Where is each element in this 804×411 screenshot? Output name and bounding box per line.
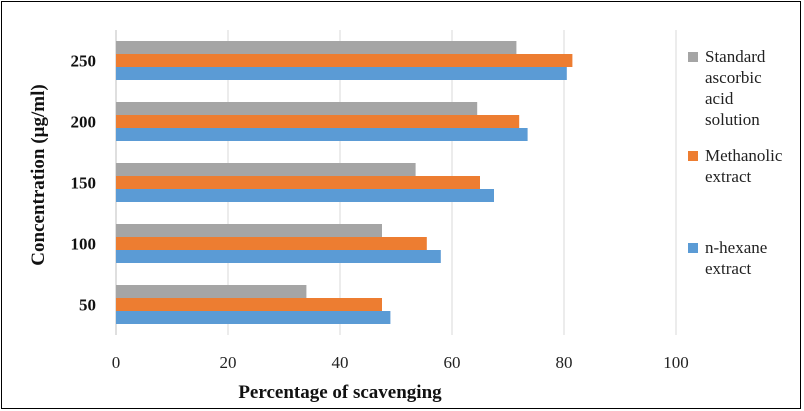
legend-swatch: [688, 151, 698, 161]
bar: [116, 237, 427, 250]
legend-label: extract: [705, 259, 752, 278]
bar: [116, 250, 441, 263]
bar: [116, 102, 478, 115]
y-tick-label: 100: [71, 235, 97, 254]
legend: Standard ascorbic acid solution Methanolic ex…: [688, 47, 783, 278]
legend-label: solution: [705, 110, 760, 129]
bar: [116, 54, 573, 67]
x-tick-label: 0: [112, 353, 121, 372]
x-tick-label: 80: [556, 353, 573, 372]
y-tick-label: 50: [79, 296, 96, 315]
y-tick-label: 200: [71, 113, 97, 132]
bars: [116, 41, 573, 324]
legend-label: Standard: [705, 47, 766, 66]
bar: [116, 189, 494, 202]
bar: [116, 163, 416, 176]
x-tick-label: 60: [444, 353, 461, 372]
legend-swatch: [688, 243, 698, 253]
legend-label: extract: [705, 167, 752, 186]
bar: [116, 41, 517, 54]
x-tick-label: 100: [663, 353, 689, 372]
bar: [116, 67, 567, 80]
legend-label: ascorbic: [705, 68, 762, 87]
bar: [116, 298, 382, 311]
legend-label: Methanolic: [705, 146, 783, 165]
legend-label: n-hexane: [705, 238, 767, 257]
bar: [116, 128, 528, 141]
y-tick-label: 150: [71, 174, 97, 193]
y-tick-labels: 50 100 150 200 250: [71, 52, 97, 315]
bar: [116, 285, 307, 298]
bar: [116, 311, 391, 324]
y-axis-title: Concentration (µg/ml): [28, 84, 49, 265]
legend-label: acid: [705, 89, 734, 108]
legend-swatch: [688, 52, 698, 62]
x-axis-title: Percentage of scavenging: [238, 382, 442, 403]
bar: [116, 176, 480, 189]
x-tick-label: 20: [220, 353, 237, 372]
bar: [116, 224, 382, 237]
x-tick-label: 40: [332, 353, 349, 372]
bar: [116, 115, 520, 128]
y-tick-label: 250: [71, 52, 97, 71]
x-tick-labels: 0 20 40 60 80 100: [112, 353, 689, 372]
